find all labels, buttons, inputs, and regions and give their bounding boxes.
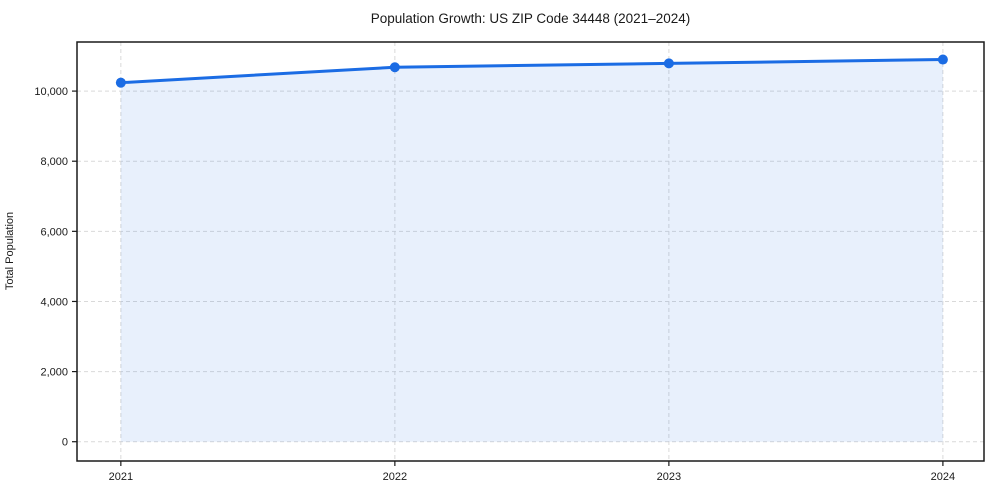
plot-border: [76, 41, 985, 462]
y-tick-label: 2,000: [40, 367, 68, 379]
y-tick-label: 10,000: [34, 86, 68, 98]
data-point-marker: [663, 58, 674, 69]
x-tick-label: 2022: [383, 471, 407, 483]
data-point-marker: [937, 54, 948, 65]
y-tick-label: 4,000: [40, 296, 68, 308]
area-fill: [120, 59, 943, 442]
y-tick-label: 0: [62, 437, 68, 449]
data-point-marker: [115, 77, 126, 88]
x-tick-label: 2024: [931, 471, 955, 483]
x-tick-label: 2023: [657, 471, 681, 483]
y-tick-label: 6,000: [40, 226, 68, 238]
chart-title: Population Growth: US ZIP Code 34448 (20…: [370, 11, 691, 26]
y-tick-label: 8,000: [40, 156, 68, 168]
x-tick-label: 2021: [109, 471, 133, 483]
trend-line: [119, 58, 945, 85]
data-point-marker: [389, 62, 400, 73]
